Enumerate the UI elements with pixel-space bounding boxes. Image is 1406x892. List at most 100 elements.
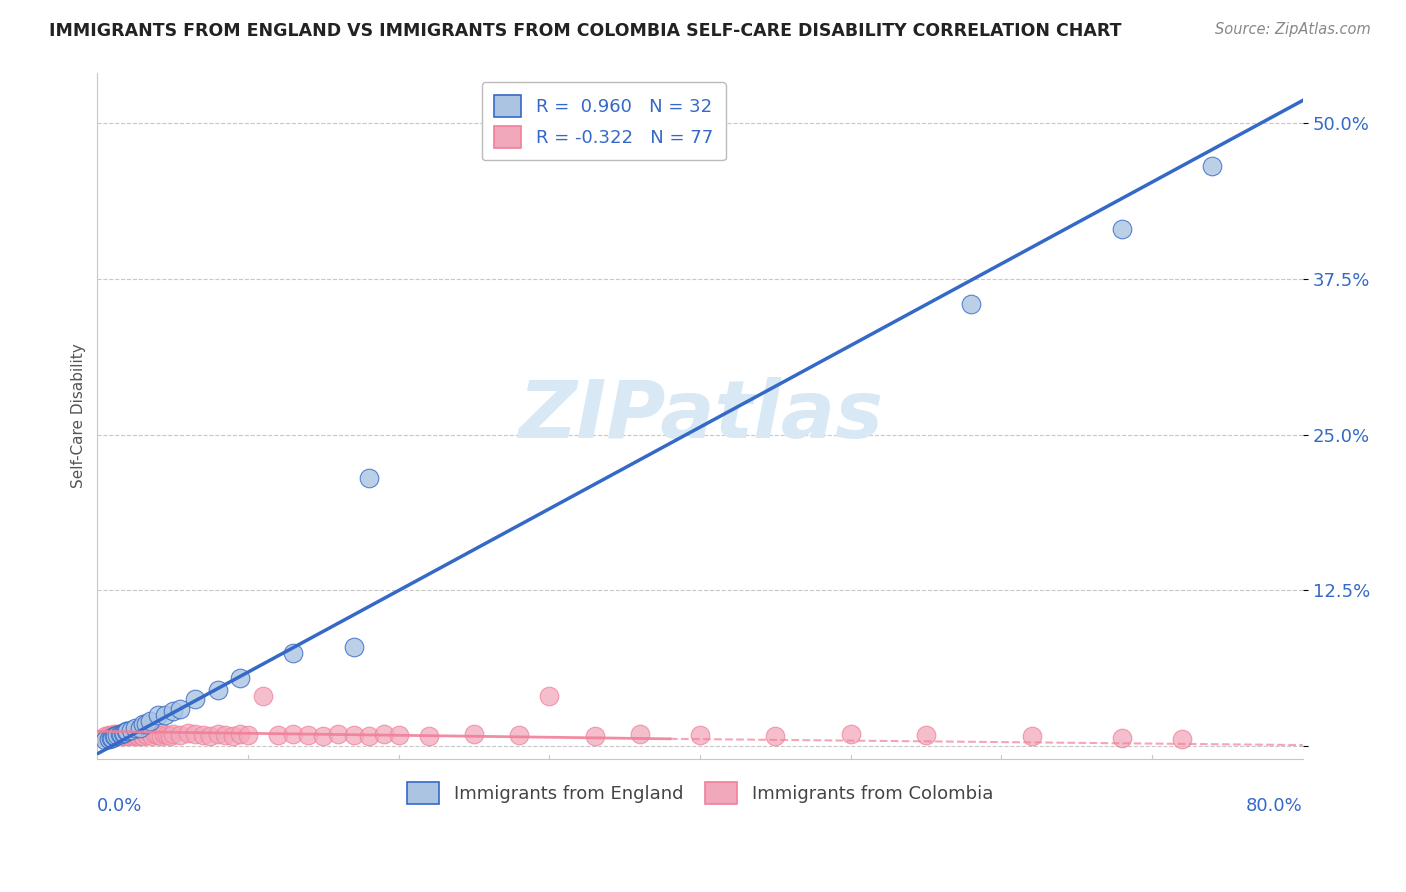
- Point: [101, 728, 124, 742]
- Point: [463, 727, 485, 741]
- Point: [104, 729, 127, 743]
- Text: 0.0%: 0.0%: [97, 797, 143, 814]
- Point: [139, 725, 162, 739]
- Point: [169, 702, 191, 716]
- Point: [108, 728, 131, 742]
- Point: [136, 728, 159, 742]
- Point: [342, 728, 364, 742]
- Point: [115, 727, 138, 741]
- Point: [1171, 731, 1194, 746]
- Point: [98, 731, 121, 745]
- Point: [120, 727, 142, 741]
- Point: [98, 728, 121, 742]
- Text: ZIPatlas: ZIPatlas: [517, 377, 883, 455]
- Point: [184, 692, 207, 706]
- Point: [121, 728, 143, 742]
- Point: [169, 728, 191, 742]
- Point: [110, 727, 132, 741]
- Point: [583, 729, 606, 743]
- Point: [765, 729, 787, 743]
- Point: [283, 727, 305, 741]
- Legend: Immigrants from England, Immigrants from Colombia: Immigrants from England, Immigrants from…: [399, 775, 1001, 812]
- Point: [103, 729, 125, 743]
- Point: [153, 708, 176, 723]
- Point: [207, 683, 229, 698]
- Point: [146, 708, 169, 723]
- Point: [342, 640, 364, 654]
- Point: [114, 728, 136, 742]
- Point: [114, 729, 136, 743]
- Point: [117, 724, 139, 739]
- Point: [135, 727, 157, 741]
- Point: [98, 731, 121, 746]
- Point: [200, 729, 222, 743]
- Point: [191, 728, 214, 742]
- Point: [101, 731, 124, 745]
- Point: [100, 731, 122, 745]
- Point: [94, 733, 117, 747]
- Point: [127, 729, 149, 743]
- Point: [105, 728, 128, 742]
- Point: [110, 729, 132, 743]
- Point: [839, 727, 862, 741]
- Point: [105, 728, 128, 742]
- Point: [118, 729, 141, 743]
- Point: [146, 728, 169, 742]
- Point: [508, 728, 530, 742]
- Point: [1021, 729, 1043, 743]
- Point: [628, 727, 651, 741]
- Point: [128, 721, 150, 735]
- Point: [960, 296, 983, 310]
- Point: [252, 690, 274, 704]
- Point: [357, 729, 380, 743]
- Point: [152, 727, 174, 741]
- Text: Source: ZipAtlas.com: Source: ZipAtlas.com: [1215, 22, 1371, 37]
- Point: [124, 727, 146, 741]
- Point: [159, 729, 181, 743]
- Point: [297, 728, 319, 742]
- Point: [104, 728, 127, 742]
- Point: [97, 729, 120, 743]
- Point: [120, 723, 142, 738]
- Point: [129, 728, 152, 742]
- Point: [122, 729, 145, 743]
- Point: [125, 728, 148, 742]
- Point: [1111, 222, 1133, 236]
- Point: [328, 727, 350, 741]
- Point: [94, 729, 117, 743]
- Point: [207, 727, 229, 741]
- Point: [162, 727, 184, 741]
- Y-axis label: Self-Care Disability: Self-Care Disability: [72, 343, 86, 488]
- Point: [229, 727, 252, 741]
- Point: [128, 727, 150, 741]
- Point: [149, 729, 172, 743]
- Point: [1201, 160, 1223, 174]
- Point: [236, 728, 259, 742]
- Point: [124, 721, 146, 735]
- Point: [267, 728, 290, 742]
- Point: [214, 728, 236, 742]
- Point: [135, 717, 157, 731]
- Point: [108, 727, 131, 741]
- Point: [105, 727, 128, 741]
- Point: [117, 728, 139, 742]
- Point: [111, 727, 134, 741]
- Point: [915, 728, 938, 742]
- Point: [312, 729, 335, 743]
- Point: [131, 729, 153, 743]
- Point: [103, 729, 125, 743]
- Point: [373, 727, 395, 741]
- Point: [162, 705, 184, 719]
- Point: [103, 727, 125, 741]
- Point: [100, 729, 122, 743]
- Point: [388, 728, 411, 742]
- Point: [139, 714, 162, 729]
- Text: 80.0%: 80.0%: [1246, 797, 1303, 814]
- Point: [357, 471, 380, 485]
- Point: [114, 725, 136, 739]
- Point: [96, 731, 118, 745]
- Point: [156, 728, 179, 742]
- Point: [131, 717, 153, 731]
- Point: [689, 728, 711, 742]
- Point: [107, 729, 129, 743]
